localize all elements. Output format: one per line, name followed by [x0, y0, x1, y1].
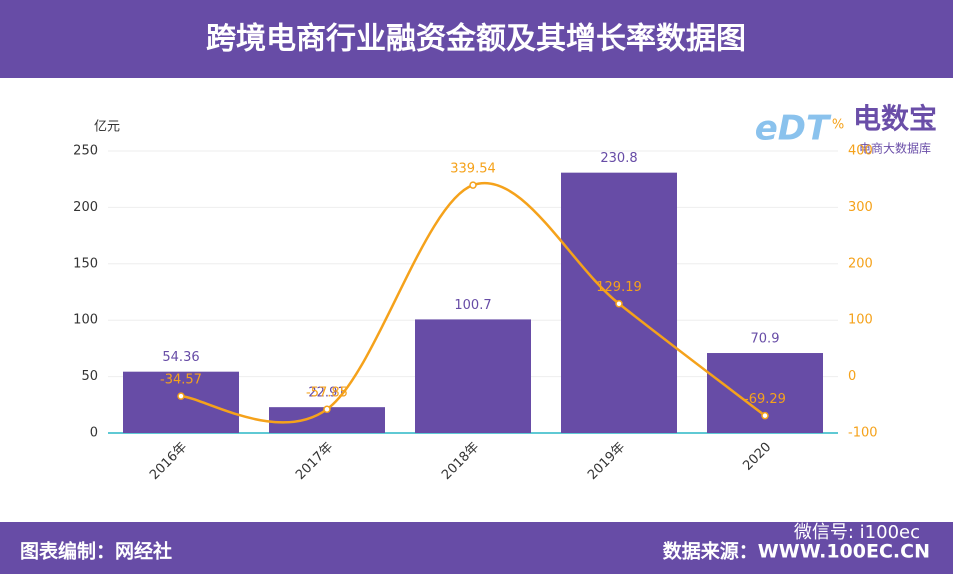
footer-right: 数据来源：WWW.100EC.CN — [663, 540, 930, 563]
y2-axis-label: % — [832, 118, 844, 133]
footer-band — [0, 522, 953, 574]
line-point — [615, 299, 623, 308]
bar-value-label: 230.8 — [600, 151, 637, 166]
wechat: 微信号: i100ec — [794, 522, 920, 543]
line-point — [761, 411, 769, 420]
y-tick-label: 200 — [73, 200, 98, 215]
logo-mark: eDT — [755, 109, 832, 149]
y2-tick-label: 200 — [848, 256, 873, 271]
logo-tagline: 电商大数据库 — [859, 141, 931, 156]
y-tick-label: 250 — [73, 144, 98, 159]
bar — [415, 319, 531, 433]
bar — [123, 371, 239, 433]
y2-tick-label: 400 — [848, 144, 873, 159]
x-tick-label: 2018年 — [439, 440, 482, 483]
x-tick-label: 2016年 — [147, 440, 190, 483]
line-value-label: 129.19 — [596, 280, 642, 295]
logo-name: 电数宝 — [853, 102, 937, 135]
line-point — [469, 181, 477, 189]
footer-left: 图表编制：网经社 — [20, 540, 172, 563]
line-value-label: -69.29 — [744, 392, 786, 407]
y-tick-label: 150 — [73, 256, 98, 271]
line-point — [323, 405, 331, 413]
bar-value-label: 70.9 — [751, 332, 780, 347]
x-tick-label: 2017年 — [293, 440, 336, 483]
header-band — [0, 0, 953, 78]
bar — [707, 353, 823, 433]
y2-tick-label: 0 — [848, 369, 856, 384]
y2-tick-label: 300 — [848, 200, 873, 215]
bar-value-label: 54.36 — [162, 350, 199, 365]
bar-value-label: 100.7 — [454, 298, 491, 313]
y-tick-label: 0 — [90, 426, 98, 441]
y-tick-label: 100 — [73, 313, 98, 328]
y2-tick-label: 100 — [848, 313, 873, 328]
line-value-label: -34.57 — [160, 373, 202, 388]
line — [180, 181, 766, 424]
bar-value-label: 22.91 — [308, 386, 345, 401]
y-tick-label: 50 — [81, 369, 98, 384]
y2-tick-label: -100 — [848, 426, 878, 441]
line-value-label: 339.54 — [450, 162, 496, 177]
line-value-label: -57.85 — [306, 386, 348, 401]
x-tick-label: 2020 — [740, 440, 774, 474]
title: 跨境电商行业融资金额及其增长率数据图 — [206, 22, 746, 57]
y-axis-label: 亿元 — [94, 120, 120, 135]
line-point — [177, 392, 185, 400]
x-tick-label: 2019年 — [585, 440, 628, 483]
